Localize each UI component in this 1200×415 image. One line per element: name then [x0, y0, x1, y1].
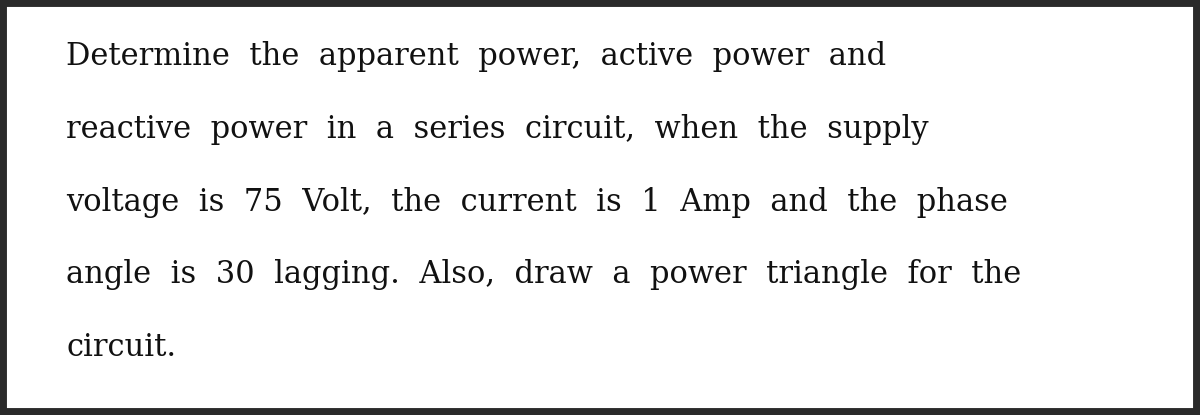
Text: angle  is  30  lagging.  Also,  draw  a  power  triangle  for  the: angle is 30 lagging. Also, draw a power … [66, 259, 1021, 290]
Text: Determine  the  apparent  power,  active  power  and: Determine the apparent power, active pow… [66, 42, 886, 73]
Text: circuit.: circuit. [66, 332, 176, 363]
Text: reactive  power  in  a  series  circuit,  when  the  supply: reactive power in a series circuit, when… [66, 114, 929, 145]
Text: voltage  is  75  Volt,  the  current  is  1  Amp  and  the  phase: voltage is 75 Volt, the current is 1 Amp… [66, 187, 1008, 218]
